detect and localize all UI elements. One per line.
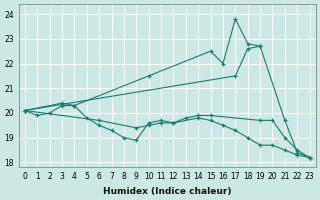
X-axis label: Humidex (Indice chaleur): Humidex (Indice chaleur) — [103, 187, 231, 196]
